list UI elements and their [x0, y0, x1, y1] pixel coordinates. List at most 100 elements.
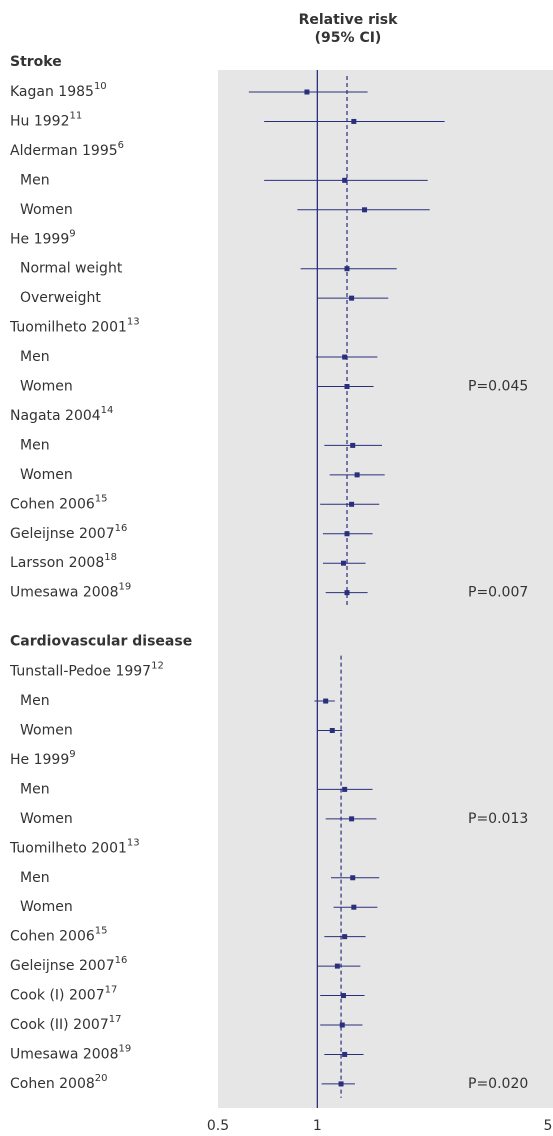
reference-number: 20 — [95, 1073, 108, 1084]
subgroup-label: Women — [20, 899, 73, 915]
study-label: Tuomilheto 200113 — [9, 317, 140, 336]
subgroup-label: Women — [20, 202, 73, 218]
subgroup-label: Men — [20, 437, 50, 453]
study-label: Cook (II) 200717 — [10, 1014, 121, 1033]
label-text: Men — [20, 349, 50, 365]
study-label: Tuomilheto 200113 — [9, 837, 140, 856]
point-estimate — [342, 177, 348, 183]
label-text: Tuomilheto 2001 — [9, 840, 127, 856]
subgroup-label: Men — [20, 172, 50, 188]
reference-number: 16 — [115, 523, 128, 534]
label-text: Women — [20, 723, 73, 739]
group-header: Stroke — [10, 54, 62, 70]
label-text: Larsson 2008 — [10, 555, 104, 571]
p-value: P=0.007 — [468, 585, 528, 601]
label-text: Nagata 2004 — [10, 408, 101, 424]
label-text: He 1999 — [10, 231, 69, 247]
label-text: Kagan 1985 — [10, 84, 94, 100]
reference-number: 12 — [151, 661, 164, 672]
p-value: P=0.013 — [468, 811, 528, 827]
label-text: Women — [20, 811, 73, 827]
study-label: Kagan 198510 — [10, 81, 107, 100]
point-estimate — [323, 698, 329, 704]
subgroup-label: Overweight — [20, 290, 101, 306]
point-estimate — [350, 442, 356, 448]
label-text: Men — [20, 693, 50, 709]
subgroup-label: Men — [20, 870, 50, 886]
subgroup-label: Men — [20, 781, 50, 797]
study-label: Umesawa 200819 — [10, 1043, 131, 1062]
study-label: Hu 199211 — [10, 110, 82, 129]
point-estimate — [350, 875, 356, 881]
label-text: Women — [20, 202, 73, 218]
subgroup-label: Women — [20, 379, 73, 395]
point-estimate — [342, 786, 348, 792]
label-text: Cohen 2006 — [10, 929, 95, 945]
study-label: Nagata 200414 — [10, 405, 113, 424]
label-text: Women — [20, 379, 73, 395]
reference-number: 11 — [69, 110, 82, 121]
chart-subtitle: (95% CI) — [315, 30, 382, 46]
point-estimate — [304, 89, 310, 95]
study-label: He 19999 — [10, 228, 76, 247]
reference-number: 19 — [118, 1043, 131, 1054]
study-label: Tunstall-Pedoe 199712 — [9, 661, 164, 680]
label-text: Normal weight — [20, 261, 123, 277]
label-text: Tuomilheto 2001 — [9, 320, 127, 336]
reference-number: 19 — [118, 582, 131, 593]
label-text: Geleijnse 2007 — [10, 958, 115, 974]
label-text: Cook (II) 2007 — [10, 1017, 109, 1033]
label-text: Men — [20, 781, 50, 797]
plot-background — [218, 70, 553, 1108]
label-text: Men — [20, 870, 50, 886]
point-estimate — [342, 1051, 348, 1057]
reference-number: 15 — [95, 926, 108, 937]
x-tick-label: 1 — [313, 1118, 322, 1134]
study-label: Cohen 200615 — [10, 493, 108, 512]
point-estimate — [329, 728, 335, 733]
label-text: Overweight — [20, 290, 101, 306]
point-estimate — [340, 560, 346, 566]
label-text: He 1999 — [10, 752, 69, 768]
label-text: Alderman 1995 — [10, 143, 118, 159]
point-estimate — [349, 295, 355, 301]
reference-number: 14 — [101, 405, 114, 416]
study-label: Alderman 19956 — [10, 140, 124, 159]
label-text: Umesawa 2008 — [10, 585, 118, 601]
chart-title: Relative risk — [299, 12, 399, 28]
label-text: Cohen 2008 — [10, 1076, 95, 1092]
group-header: Cardiovascular disease — [10, 634, 192, 650]
reference-number: 9 — [69, 228, 75, 239]
label-text: Geleijnse 2007 — [10, 526, 115, 542]
reference-number: 18 — [104, 552, 117, 563]
point-estimate — [362, 207, 368, 213]
x-tick-label: 5 — [544, 1118, 553, 1134]
study-label: He 19999 — [10, 749, 76, 768]
point-estimate — [340, 993, 346, 999]
reference-number: 6 — [118, 140, 124, 151]
point-estimate — [339, 1022, 345, 1028]
reference-number: 10 — [94, 81, 107, 92]
study-label: Umesawa 200819 — [10, 582, 131, 601]
label-text: Men — [20, 437, 50, 453]
label-text: Women — [20, 899, 73, 915]
reference-number: 17 — [109, 1014, 122, 1025]
label-text: Cohen 2006 — [10, 496, 95, 512]
label-text: Umesawa 2008 — [10, 1046, 118, 1062]
reference-number: 13 — [127, 837, 140, 848]
label-text: Cook (I) 2007 — [10, 988, 105, 1004]
point-estimate — [342, 354, 348, 360]
p-value: P=0.020 — [468, 1076, 528, 1092]
x-tick-label: 0.5 — [207, 1118, 229, 1134]
study-label: Larsson 200818 — [10, 552, 117, 571]
label-text: Men — [20, 172, 50, 188]
p-value: P=0.045 — [468, 379, 528, 395]
reference-number: 9 — [69, 749, 75, 760]
subgroup-label: Men — [20, 693, 50, 709]
study-label: Geleijnse 200716 — [10, 955, 127, 974]
point-estimate — [342, 934, 348, 940]
label-text: Tunstall-Pedoe 1997 — [9, 664, 151, 680]
subgroup-label: Women — [20, 467, 73, 483]
study-label: Cohen 200615 — [10, 926, 108, 945]
